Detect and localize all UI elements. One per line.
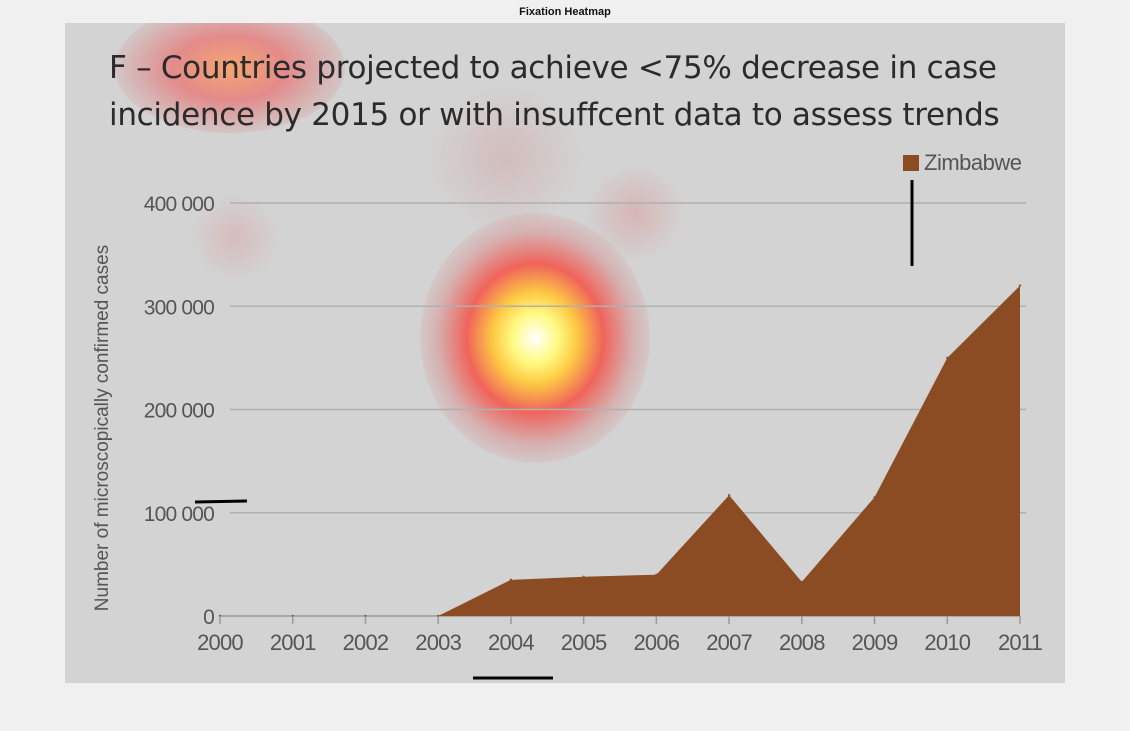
chart-panel: 0 100 000 200 000 300 000 400 000 2000 2001 200… [65, 23, 1065, 683]
y-tick-label: 0 [203, 606, 214, 629]
legend: Zimbabwe [903, 150, 1022, 176]
data-point [727, 493, 731, 497]
data-point [800, 580, 804, 584]
y-tick-label: 300 000 [144, 296, 214, 319]
y-tick-label: 100 000 [144, 503, 214, 526]
x-tick-label: 2010 [924, 630, 970, 655]
area-series-zimbabwe [220, 285, 1020, 616]
x-tick-label: 2006 [633, 630, 679, 655]
chart-title: F – Countries projected to achieve <75% … [109, 50, 1000, 133]
x-tick-label: 2004 [488, 630, 534, 655]
x-tick-label: 2001 [270, 630, 316, 655]
data-point [1018, 284, 1022, 287]
legend-swatch-zimbabwe [903, 155, 919, 171]
x-tick-label: 2000 [197, 630, 243, 655]
gaze-trace-left [194, 499, 248, 504]
x-tick-label: 2011 [998, 630, 1043, 655]
x-tick-label: 2005 [561, 630, 607, 655]
x-tick-label: 2009 [852, 630, 898, 655]
x-tick-label: 2008 [779, 630, 825, 655]
figure-title: Fixation Heatmap [519, 6, 611, 18]
x-tick-label: 2007 [706, 630, 752, 655]
x-tick-label: 2003 [415, 630, 461, 655]
chart-svg: 0 100 000 200 000 300 000 400 000 2000 2001 200… [144, 180, 1043, 680]
data-point [582, 575, 585, 578]
data-point [873, 496, 876, 499]
data-point [946, 356, 949, 360]
y-tick-label: 400 000 [144, 193, 214, 216]
data-point [509, 578, 513, 582]
y-axis-label: Number of microscopically confirmed case… [92, 244, 113, 612]
x-tick-label: 2002 [343, 630, 389, 655]
y-tick-label: 200 000 [144, 400, 214, 423]
data-point [655, 573, 658, 576]
legend-label-zimbabwe: Zimbabwe [924, 150, 1022, 175]
